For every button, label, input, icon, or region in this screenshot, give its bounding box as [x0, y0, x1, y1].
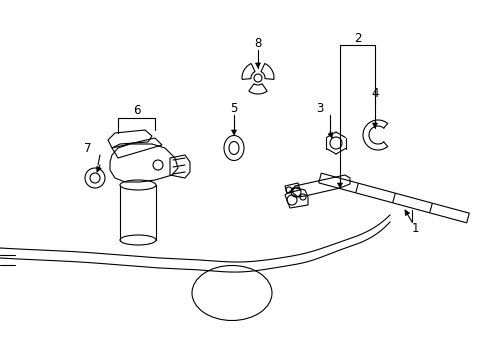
Text: 1: 1 [410, 221, 418, 234]
Text: 5: 5 [230, 102, 237, 114]
Text: 7: 7 [84, 141, 92, 154]
Polygon shape [337, 183, 342, 188]
Polygon shape [97, 166, 101, 172]
Polygon shape [255, 63, 260, 68]
Text: 4: 4 [370, 86, 378, 99]
Text: 6: 6 [133, 104, 141, 117]
Text: 3: 3 [316, 102, 323, 114]
Text: 8: 8 [254, 36, 261, 50]
Polygon shape [327, 132, 332, 138]
Polygon shape [372, 123, 377, 128]
Polygon shape [404, 210, 409, 216]
Text: 2: 2 [353, 32, 361, 45]
Polygon shape [231, 130, 236, 135]
